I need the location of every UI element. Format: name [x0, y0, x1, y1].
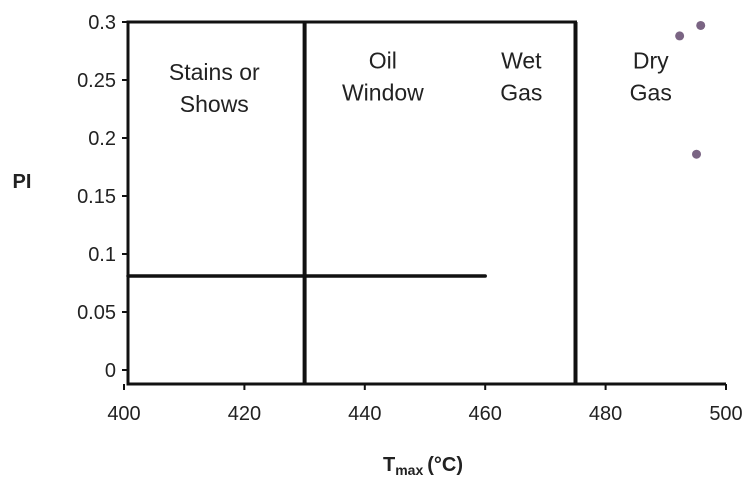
x-tick-label: 480 — [589, 403, 622, 425]
region-label: Dry Gas — [630, 47, 672, 105]
y-tick-label: 0.2 — [88, 128, 116, 150]
region-label-line: Window — [342, 79, 424, 105]
region-label-line: Wet — [501, 47, 542, 73]
y-axis-title: PI — [13, 171, 32, 193]
region-label-line: Dry — [633, 47, 669, 73]
y-tick-label: 0.1 — [88, 244, 116, 266]
region-label-line: Shows — [180, 91, 249, 117]
region-label-line: Stains or — [169, 59, 260, 85]
region-label: Stains or Shows — [169, 59, 260, 117]
data-point — [692, 149, 702, 159]
y-tick-label: 0.3 — [88, 12, 116, 34]
x-axis-title-subscript: max — [395, 462, 423, 478]
data-point — [696, 20, 706, 30]
x-axis-title-unit: (°C) — [427, 454, 463, 476]
x-tick-label: 440 — [348, 403, 381, 425]
y-tick-label: 0 — [105, 360, 116, 382]
y-tick-label: 0.05 — [77, 302, 116, 324]
maturity-boundaries — [126, 22, 578, 384]
y-tick-label: 0.25 — [77, 70, 116, 92]
x-tick-label: 400 — [107, 403, 140, 425]
region-label-line: Gas — [500, 79, 542, 105]
region-label-line: Oil — [369, 47, 397, 73]
x-axis-title-main: T — [383, 454, 395, 476]
axis-ticks: 0 0.05 0.1 0.15 0.2 0.25 0.3 400 420 440 460 480 500 — [77, 12, 743, 425]
region-label-line: Gas — [630, 79, 672, 105]
y-tick-label: 0.15 — [77, 186, 116, 208]
x-tick-label: 500 — [709, 403, 742, 425]
data-points — [675, 20, 706, 159]
region-label: Oil Window — [342, 47, 424, 105]
x-tick-label: 420 — [228, 403, 261, 425]
plot-frame — [126, 20, 726, 386]
x-axis-title: Tmax (°C) — [383, 454, 463, 478]
data-point — [675, 31, 685, 41]
x-tick-label: 460 — [469, 403, 502, 425]
region-label: Wet Gas — [500, 47, 542, 105]
region-labels: Stains or Shows Oil Window Wet Gas Dry Gas — [169, 47, 672, 117]
